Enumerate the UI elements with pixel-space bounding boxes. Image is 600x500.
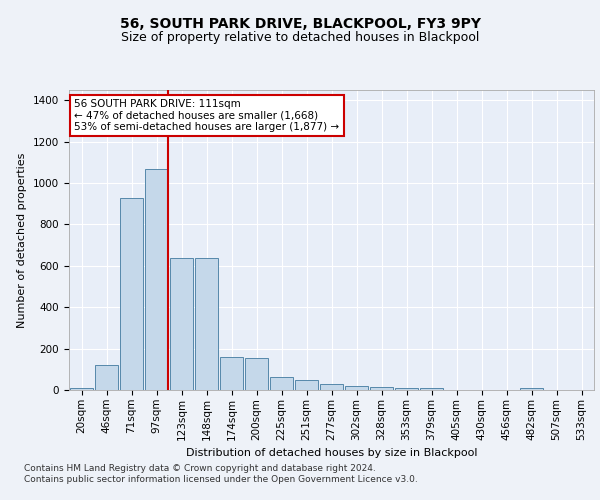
Bar — [70, 388, 93, 390]
Bar — [520, 388, 543, 390]
Bar — [295, 380, 318, 390]
Text: 56, SOUTH PARK DRIVE, BLACKPOOL, FY3 9PY: 56, SOUTH PARK DRIVE, BLACKPOOL, FY3 9PY — [119, 18, 481, 32]
X-axis label: Distribution of detached houses by size in Blackpool: Distribution of detached houses by size … — [186, 448, 477, 458]
Bar — [320, 384, 343, 390]
Text: Contains public sector information licensed under the Open Government Licence v3: Contains public sector information licen… — [24, 475, 418, 484]
Text: 56 SOUTH PARK DRIVE: 111sqm
← 47% of detached houses are smaller (1,668)
53% of : 56 SOUTH PARK DRIVE: 111sqm ← 47% of det… — [74, 99, 340, 132]
Bar — [420, 388, 443, 390]
Bar — [395, 388, 418, 390]
Bar — [145, 168, 168, 390]
Bar — [95, 365, 118, 390]
Text: Contains HM Land Registry data © Crown copyright and database right 2024.: Contains HM Land Registry data © Crown c… — [24, 464, 376, 473]
Bar — [245, 358, 268, 390]
Y-axis label: Number of detached properties: Number of detached properties — [17, 152, 28, 328]
Bar — [370, 387, 393, 390]
Bar — [120, 198, 143, 390]
Bar — [270, 376, 293, 390]
Text: Size of property relative to detached houses in Blackpool: Size of property relative to detached ho… — [121, 31, 479, 44]
Bar — [195, 258, 218, 390]
Bar — [220, 357, 243, 390]
Bar — [170, 258, 193, 390]
Bar — [345, 386, 368, 390]
